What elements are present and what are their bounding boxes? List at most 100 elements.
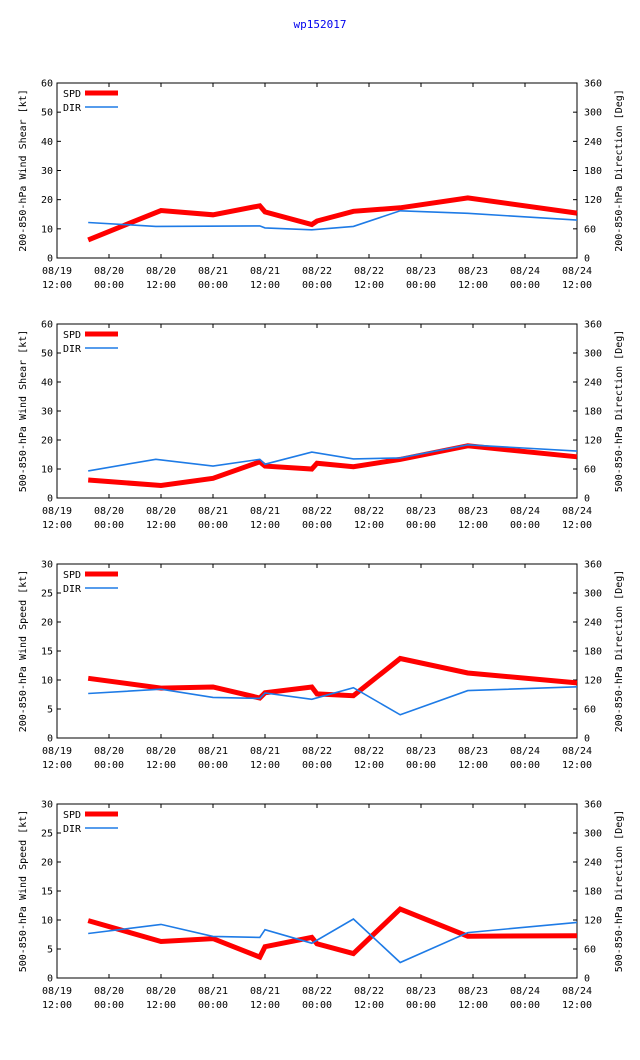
y-tick-label: 20 [41,436,53,447]
y2-tick-label: 0 [584,494,590,505]
y2-tick-label: 240 [584,858,602,869]
x-tick-time: 12:00 [562,1000,592,1011]
y-axis-label: 200-850-hPa Wind Shear [kt] [18,89,29,252]
x-tick-time: 00:00 [510,520,540,531]
x-tick-time: 12:00 [250,280,280,291]
x-tick-date: 08/19 [42,746,72,757]
y2-tick-label: 240 [584,137,602,148]
x-tick-time: 12:00 [146,280,176,291]
x-tick-date: 08/23 [458,266,488,277]
series-line-spd [87,906,578,961]
x-tick-time: 00:00 [302,760,332,771]
y-tick-label: 0 [47,734,53,745]
x-tick-time: 00:00 [406,280,436,291]
x-tick-time: 12:00 [250,760,280,771]
y-axis-label: 200-850-hPa Wind Speed [kt] [18,570,29,733]
y-tick-label: 20 [41,858,53,869]
plot-frame [56,323,578,499]
x-tick-date: 08/21 [250,986,280,997]
x-tick-time: 00:00 [198,1000,228,1011]
x-tick-time: 12:00 [250,520,280,531]
x-tick-date: 08/23 [406,746,436,757]
y2-tick-label: 360 [584,79,602,90]
x-tick-time: 00:00 [198,760,228,771]
x-tick-date: 08/21 [198,986,228,997]
y-tick-label: 30 [41,800,53,811]
y2-tick-label: 60 [584,224,596,235]
x-tick-time: 00:00 [406,760,436,771]
legend-label-spd: SPD [63,330,81,341]
y2-tick-label: 120 [584,676,602,687]
x-tick-time: 12:00 [562,280,592,291]
series-line-dir [88,209,578,231]
y-tick-label: 0 [47,494,53,505]
x-tick-date: 08/22 [354,746,384,757]
x-tick-time: 12:00 [42,760,72,771]
y2-tick-label: 180 [584,166,602,177]
y2-tick-label: 60 [584,705,596,716]
x-tick-time: 00:00 [94,520,124,531]
chart-panel-2: 0 10 20 30 40 50 60 0 60 120 180 240 300 360 08/19 12:0… [18,320,625,532]
x-tick-time: 12:00 [354,520,384,531]
y2-tick-label: 360 [584,800,602,811]
x-tick-date: 08/21 [198,506,228,517]
y-tick-label: 20 [41,618,53,629]
legend-label-spd: SPD [63,89,81,100]
x-tick-date: 08/19 [42,506,72,517]
x-tick-date: 08/20 [146,986,176,997]
y2-axis-label: 500-850-hPa Direction [Deg] [614,810,625,973]
y2-tick-label: 360 [584,320,602,331]
x-tick-date: 08/23 [406,266,436,277]
series-line-spd [87,655,578,701]
y2-tick-label: 120 [584,916,602,927]
x-tick-date: 08/21 [198,266,228,277]
y-tick-label: 5 [47,945,53,956]
x-tick-time: 12:00 [562,520,592,531]
x-tick-time: 00:00 [406,520,436,531]
y-tick-label: 40 [41,378,53,389]
legend-label-dir: DIR [63,103,82,114]
x-tick-date: 08/22 [302,266,332,277]
y2-tick-label: 180 [584,407,602,418]
x-tick-date: 08/20 [146,746,176,757]
x-tick-date: 08/24 [510,986,540,997]
y-axis-label: 500-850-hPa Wind Shear [kt] [18,330,29,493]
y-tick-label: 15 [41,887,53,898]
y-tick-label: 25 [41,589,53,600]
legend-label-dir: DIR [63,584,82,595]
y2-tick-label: 0 [584,254,590,265]
x-tick-date: 08/23 [458,506,488,517]
x-tick-time: 12:00 [42,280,72,291]
x-tick-time: 12:00 [42,1000,72,1011]
y2-tick-label: 360 [584,560,602,571]
y-tick-label: 60 [41,320,53,331]
x-tick-time: 12:00 [354,760,384,771]
x-tick-date: 08/20 [94,266,124,277]
x-tick-time: 12:00 [146,520,176,531]
y-tick-label: 10 [41,465,53,476]
plot-frame [56,82,578,259]
y2-axis-label: 200-850-hPa Direction [Deg] [614,89,625,252]
x-tick-date: 08/20 [146,266,176,277]
legend-label-spd: SPD [63,570,81,581]
x-tick-time: 12:00 [146,1000,176,1011]
x-tick-time: 00:00 [406,1000,436,1011]
page-title: wp152017 [0,13,640,32]
legend-label-dir: DIR [63,344,82,355]
y-tick-label: 60 [41,79,53,90]
x-tick-date: 08/20 [94,506,124,517]
x-tick-time: 00:00 [198,280,228,291]
y-tick-label: 50 [41,108,53,119]
x-tick-time: 12:00 [146,760,176,771]
x-tick-date: 08/24 [562,506,592,517]
y2-tick-label: 180 [584,887,602,898]
x-tick-time: 12:00 [562,760,592,771]
x-tick-date: 08/20 [94,986,124,997]
y2-tick-label: 240 [584,618,602,629]
y2-tick-label: 120 [584,195,602,206]
y-tick-label: 50 [41,349,53,360]
y-axis-label: 500-850-hPa Wind Speed [kt] [18,810,29,973]
x-tick-time: 12:00 [354,1000,384,1011]
x-tick-date: 08/24 [562,266,592,277]
